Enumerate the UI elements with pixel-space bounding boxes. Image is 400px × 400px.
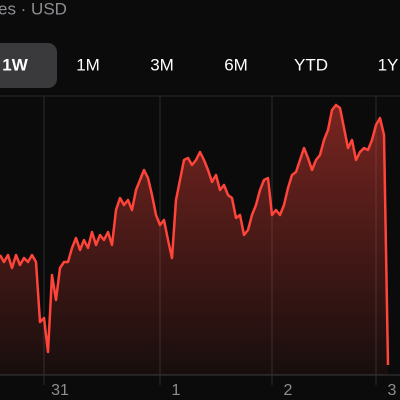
tab[interactable]: 1Y — [378, 55, 399, 74]
area — [0, 105, 388, 375]
tab[interactable]: 1M — [76, 55, 100, 74]
tab[interactable]: 1W — [2, 55, 28, 74]
line — [0, 103, 390, 366]
x-tick-label: 2 — [284, 382, 293, 399]
tab-selected-bg — [0, 43, 57, 88]
header-subtitle: es · USD — [0, 0, 67, 18]
x-tick-label: 31 — [51, 382, 69, 399]
x-tick-label: 3 — [388, 382, 397, 399]
tab[interactable]: 6M — [224, 55, 248, 74]
tab[interactable]: 3M — [150, 55, 174, 74]
x-tick-label: 1 — [172, 382, 181, 399]
tab[interactable]: YTD — [294, 55, 328, 74]
